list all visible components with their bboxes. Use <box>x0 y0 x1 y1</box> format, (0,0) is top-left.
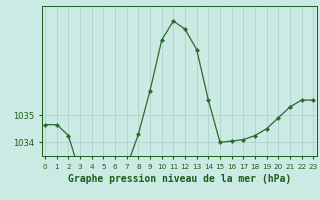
X-axis label: Graphe pression niveau de la mer (hPa): Graphe pression niveau de la mer (hPa) <box>68 174 291 184</box>
